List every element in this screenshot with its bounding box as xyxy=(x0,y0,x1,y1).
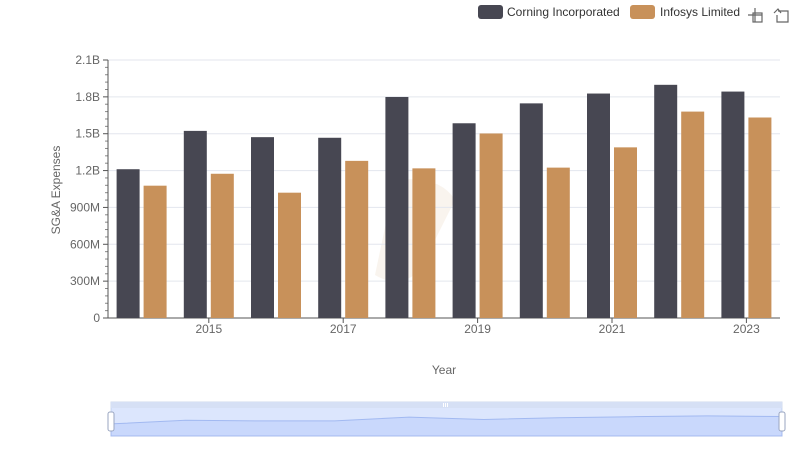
x-tick-label: 2019 xyxy=(464,322,491,336)
x-tick-label: 2017 xyxy=(330,322,357,336)
bar-corning-2019[interactable] xyxy=(452,123,476,319)
legend-item-infosys[interactable]: Infosys Limited xyxy=(630,5,740,19)
bar-infosys-2020[interactable] xyxy=(546,167,570,318)
y-tick-label: 2.1B xyxy=(75,53,100,67)
x-axis-title: Year xyxy=(432,363,456,377)
x-tick-label: 2023 xyxy=(733,322,760,336)
legend-label-corning: Corning Incorporated xyxy=(507,5,620,19)
legend-swatch-infosys xyxy=(630,5,655,19)
bar-infosys-2015[interactable] xyxy=(210,173,234,318)
slider-handle-right[interactable] xyxy=(778,411,786,432)
slider-handle-left[interactable] xyxy=(107,411,115,432)
bar-corning-2021[interactable] xyxy=(587,93,610,318)
y-tick-label: 900M xyxy=(70,200,100,214)
x-tick-label: 2021 xyxy=(599,322,626,336)
slider-top-bar[interactable] xyxy=(111,402,782,408)
bar-corning-2015[interactable] xyxy=(183,130,207,318)
bars-group xyxy=(116,84,772,319)
y-tick-label: 1.5B xyxy=(75,127,100,141)
zoom-select-icon[interactable] xyxy=(748,8,763,23)
x-axis: 2015 2017 2019 2021 2023 xyxy=(108,317,780,336)
grid-lines xyxy=(108,59,780,282)
bar-infosys-2021[interactable] xyxy=(614,147,637,318)
x-tick-label: 2015 xyxy=(195,322,222,336)
bar-corning-2017[interactable] xyxy=(318,137,342,318)
bar-corning-2022[interactable] xyxy=(654,84,678,319)
bar-infosys-2017[interactable] xyxy=(345,160,369,318)
bar-infosys-2016[interactable] xyxy=(278,192,301,318)
bar-infosys-2023[interactable] xyxy=(748,117,772,318)
legend-swatch-corning xyxy=(478,5,503,19)
y-axis: 0 300M 600M 900M 1.2B 1.5B 1.8B 2.1B xyxy=(70,53,109,325)
bar-infosys-2018[interactable] xyxy=(412,168,436,318)
y-tick-label: 1.8B xyxy=(75,90,100,104)
slider-top-grip-icon xyxy=(443,403,448,407)
y-tick-label: 1.2B xyxy=(75,164,100,178)
y-tick-label: 0 xyxy=(93,311,100,325)
zoom-reset-icon[interactable] xyxy=(773,8,789,23)
legend: Corning Incorporated Infosys Limited xyxy=(478,5,740,19)
data-zoom-slider[interactable] xyxy=(107,401,786,437)
bar-corning-2016[interactable] xyxy=(251,137,274,318)
bar-corning-2023[interactable] xyxy=(721,91,745,319)
legend-label-infosys: Infosys Limited xyxy=(660,5,740,19)
bar-corning-2014[interactable] xyxy=(116,169,140,318)
legend-item-corning[interactable]: Corning Incorporated xyxy=(478,5,620,19)
y-axis-title: SG&A Expenses xyxy=(49,146,63,235)
bar-infosys-2014[interactable] xyxy=(143,185,167,318)
y-tick-label: 600M xyxy=(70,237,100,251)
bar-infosys-2022[interactable] xyxy=(681,111,705,318)
bar-infosys-2019[interactable] xyxy=(479,133,503,318)
bar-corning-2018[interactable] xyxy=(385,96,409,318)
y-tick-label: 300M xyxy=(70,274,100,288)
slider-selection[interactable] xyxy=(111,408,782,436)
bar-corning-2020[interactable] xyxy=(519,103,543,319)
